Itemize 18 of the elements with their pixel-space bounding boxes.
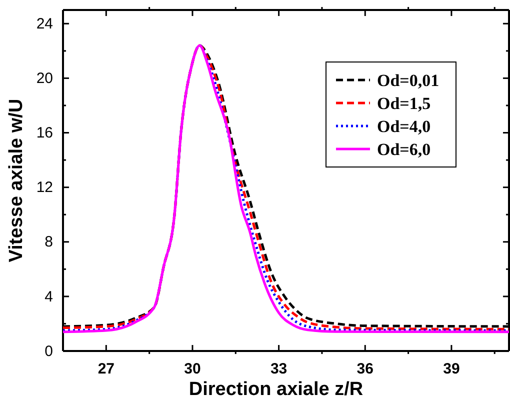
- legend-label: Od=6,0: [377, 140, 431, 159]
- y-tick-label: 20: [36, 70, 53, 87]
- x-axis-title: Direction axiale z/R: [188, 379, 364, 400]
- x-tick-label: 33: [270, 360, 288, 378]
- y-tick-label: 4: [44, 288, 53, 306]
- y-tick-label: 0: [44, 342, 53, 360]
- y-tick-label: 12: [36, 179, 53, 196]
- legend-label: Od=1,5: [377, 94, 431, 113]
- y-axis-title: Vitesse axiale w/U: [6, 98, 27, 262]
- y-tick-label: 24: [36, 15, 53, 32]
- x-tick-label: 36: [356, 360, 374, 378]
- x-tick-label: 30: [184, 360, 201, 378]
- x-tick-label: 39: [443, 360, 460, 378]
- y-tick-label: 16: [36, 124, 53, 142]
- x-tick-label: 27: [98, 360, 115, 378]
- legend-label: Od=0,01: [377, 71, 440, 90]
- y-tick-label: 8: [44, 234, 53, 251]
- legend-label: Od=4,0: [377, 117, 431, 136]
